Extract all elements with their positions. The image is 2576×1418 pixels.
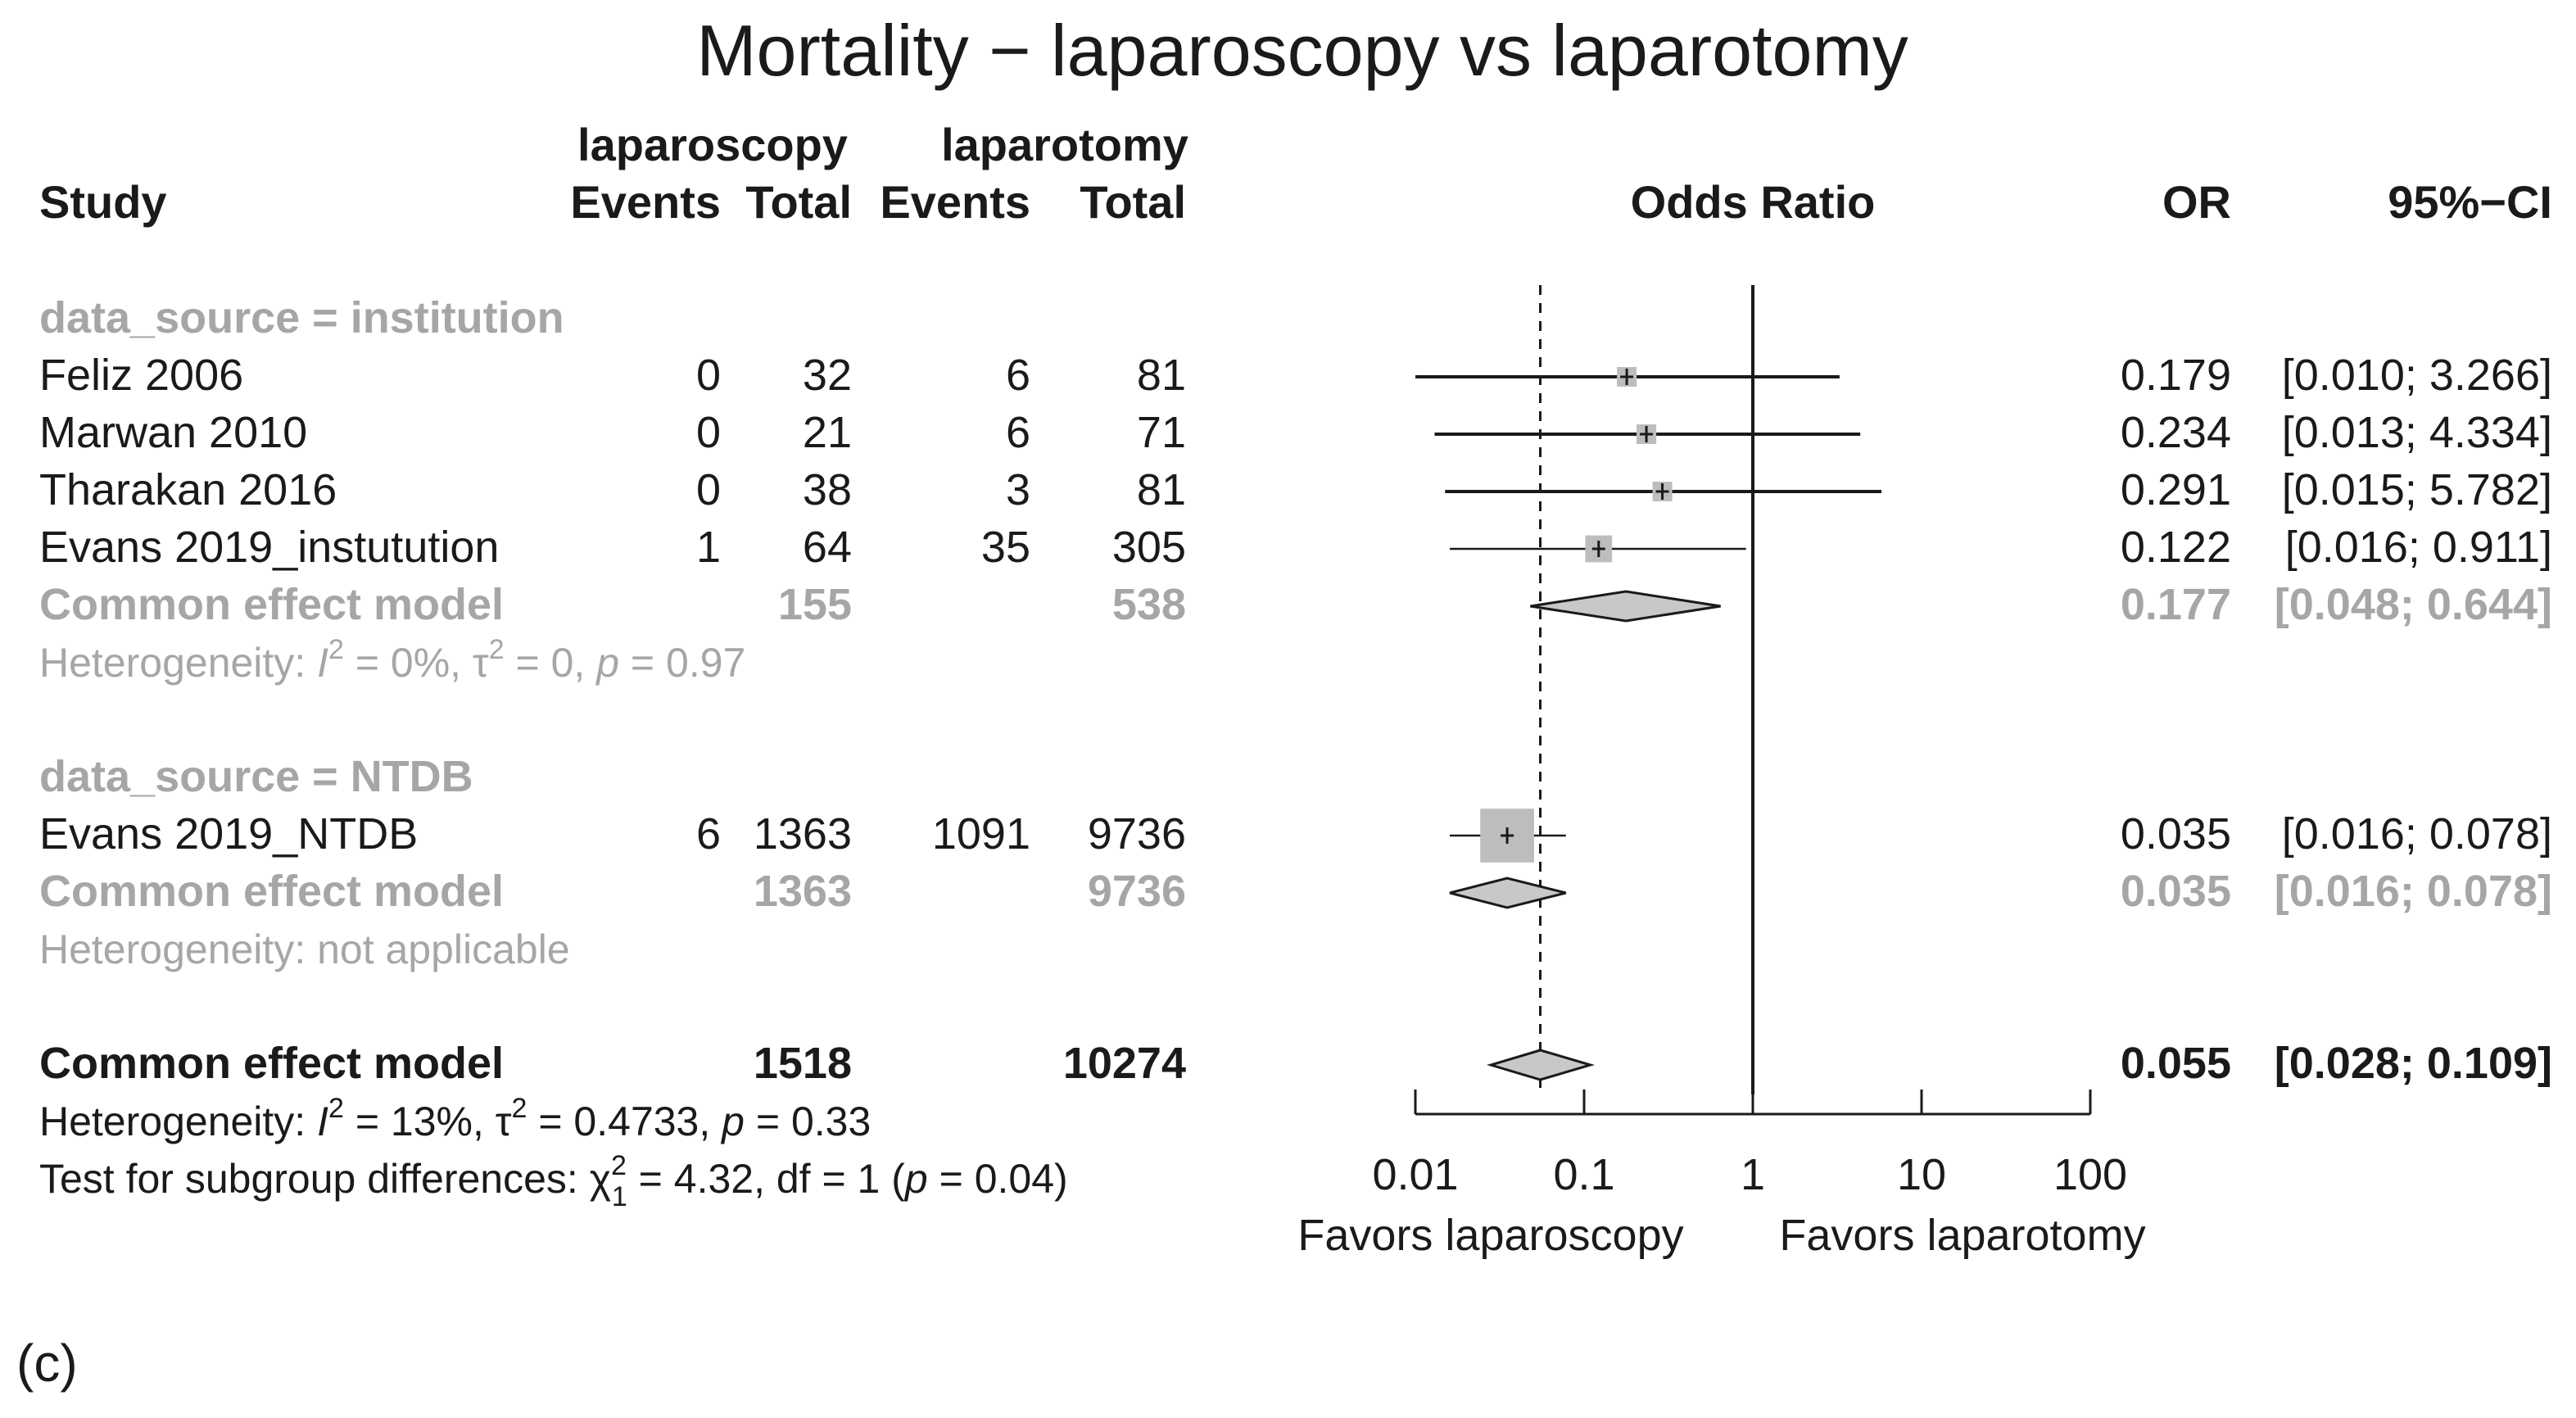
favors-left-label: Favors laparoscopy bbox=[1297, 1211, 1683, 1260]
pooled-or: 0.035 bbox=[2121, 867, 2231, 916]
subgroup-label-ntdb: data_source = NTDB bbox=[39, 752, 473, 801]
overall-total-a: 1518 bbox=[754, 1039, 852, 1088]
events-a: 6 bbox=[696, 809, 721, 859]
total-b: 305 bbox=[1112, 523, 1186, 572]
pooled-total-a: 155 bbox=[778, 580, 852, 629]
events-b: 6 bbox=[1006, 351, 1030, 400]
events-a: 0 bbox=[696, 351, 721, 400]
or-value: 0.291 bbox=[2121, 465, 2231, 514]
plot-area: 0.01 0.1 1 10 100 bbox=[1372, 285, 2127, 1199]
study-row: Tharakan 2016 0 38 3 81 0.291 [0.015; 5.… bbox=[39, 465, 2552, 514]
events-b: 1091 bbox=[932, 809, 1030, 859]
pooled-ci: [0.048; 0.644] bbox=[2275, 580, 2552, 629]
x-tick-label: 0.1 bbox=[1553, 1150, 1614, 1199]
pooled-total-b: 538 bbox=[1112, 580, 1186, 629]
total-b: 9736 bbox=[1088, 809, 1186, 859]
overall-or: 0.055 bbox=[2121, 1039, 2231, 1088]
col-header-events-a: Events bbox=[570, 176, 721, 228]
favors-right-label: Favors laparotomy bbox=[1779, 1211, 2145, 1260]
col-header-events-b: Events bbox=[880, 176, 1030, 228]
overall-row: Common effect model 1518 10274 0.055 [0.… bbox=[39, 1039, 2552, 1088]
study-row: Feliz 2006 0 32 6 81 0.179 [0.010; 3.266… bbox=[39, 351, 2552, 400]
pooled-total-b: 9736 bbox=[1088, 867, 1186, 916]
panel-label: (c) bbox=[16, 1334, 78, 1393]
x-tick-label: 100 bbox=[2053, 1150, 2127, 1199]
heterogeneity-institution: Heterogeneity: I2 = 0%, τ2 = 0, p = 0.97 bbox=[39, 634, 745, 686]
ci-value: [0.016; 0.078] bbox=[2282, 809, 2552, 859]
total-a: 38 bbox=[803, 465, 852, 514]
ci-value: [0.015; 5.782] bbox=[2282, 465, 2552, 514]
pooled-diamond-institution bbox=[1530, 590, 1721, 623]
x-tick-label: 0.01 bbox=[1372, 1150, 1458, 1199]
pooled-total-a: 1363 bbox=[754, 867, 852, 916]
total-a: 21 bbox=[803, 408, 852, 457]
pooled-row-institution: Common effect model 155 538 0.177 [0.048… bbox=[39, 580, 2552, 629]
overall-diamond bbox=[1486, 1049, 1596, 1081]
events-a: 0 bbox=[696, 465, 721, 514]
overall-label: Common effect model bbox=[39, 1039, 504, 1088]
total-b: 81 bbox=[1137, 465, 1186, 514]
study-row: Evans 2019_NTDB 6 1363 1091 9736 0.035 [… bbox=[39, 809, 2552, 859]
or-value: 0.035 bbox=[2121, 809, 2231, 859]
study-name: Feliz 2006 bbox=[39, 351, 243, 400]
col-header-study: Study bbox=[39, 176, 167, 228]
group-header-laparotomy: laparotomy bbox=[941, 119, 1188, 170]
total-a: 64 bbox=[803, 523, 852, 572]
events-a: 0 bbox=[696, 408, 721, 457]
col-header-total-b: Total bbox=[1080, 176, 1186, 228]
heterogeneity-ntdb: Heterogeneity: not applicable bbox=[39, 926, 570, 972]
ci-value: [0.016; 0.911] bbox=[2285, 523, 2552, 572]
col-header-total-a: Total bbox=[745, 176, 852, 228]
total-b: 71 bbox=[1137, 408, 1186, 457]
subgroup-difference-test: Test for subgroup differences: χ2 1 = 4.3… bbox=[39, 1150, 1068, 1212]
group-header-laparoscopy: laparoscopy bbox=[577, 119, 848, 170]
ci-value: [0.010; 3.266] bbox=[2282, 351, 2552, 400]
or-value: 0.234 bbox=[2121, 408, 2231, 457]
total-a: 1363 bbox=[754, 809, 852, 859]
x-tick-label: 1 bbox=[1741, 1150, 1765, 1199]
pooled-diamond-ntdb bbox=[1449, 877, 1567, 909]
or-value: 0.179 bbox=[2121, 351, 2231, 400]
study-name: Marwan 2010 bbox=[39, 408, 307, 457]
overall-total-b: 10274 bbox=[1063, 1039, 1186, 1088]
events-b: 3 bbox=[1006, 465, 1030, 514]
overall-heterogeneity: Heterogeneity: I2 = 13%, τ2 = 0.4733, p … bbox=[39, 1093, 871, 1144]
study-name: Evans 2019_instutution bbox=[39, 523, 499, 572]
total-b: 81 bbox=[1137, 351, 1186, 400]
pooled-label: Common effect model bbox=[39, 867, 504, 916]
pooled-or: 0.177 bbox=[2121, 580, 2231, 629]
or-value: 0.122 bbox=[2121, 523, 2231, 572]
chart-title: Mortality − laparoscopy vs laparotomy bbox=[696, 10, 1908, 91]
pooled-row-ntdb: Common effect model 1363 9736 0.035 [0.0… bbox=[39, 867, 2552, 916]
col-header-ci: 95%−CI bbox=[2388, 176, 2552, 228]
col-header-or: OR bbox=[2162, 176, 2231, 228]
study-name: Evans 2019_NTDB bbox=[39, 809, 418, 859]
ci-value: [0.013; 4.334] bbox=[2282, 408, 2552, 457]
x-tick-label: 10 bbox=[1897, 1150, 1946, 1199]
events-b: 35 bbox=[981, 523, 1030, 572]
events-b: 6 bbox=[1006, 408, 1030, 457]
overall-ci: [0.028; 0.109] bbox=[2275, 1039, 2552, 1088]
subgroup-label-institution: data_source = institution bbox=[39, 293, 564, 342]
study-row: Evans 2019_instutution 1 64 35 305 0.122… bbox=[39, 523, 2552, 572]
study-name: Tharakan 2016 bbox=[39, 465, 337, 514]
events-a: 1 bbox=[696, 523, 721, 572]
pooled-label: Common effect model bbox=[39, 580, 504, 629]
pooled-ci: [0.016; 0.078] bbox=[2275, 867, 2552, 916]
col-header-odds-ratio: Odds Ratio bbox=[1631, 176, 1876, 228]
study-row: Marwan 2010 0 21 6 71 0.234 [0.013; 4.33… bbox=[39, 408, 2552, 457]
total-a: 32 bbox=[803, 351, 852, 400]
